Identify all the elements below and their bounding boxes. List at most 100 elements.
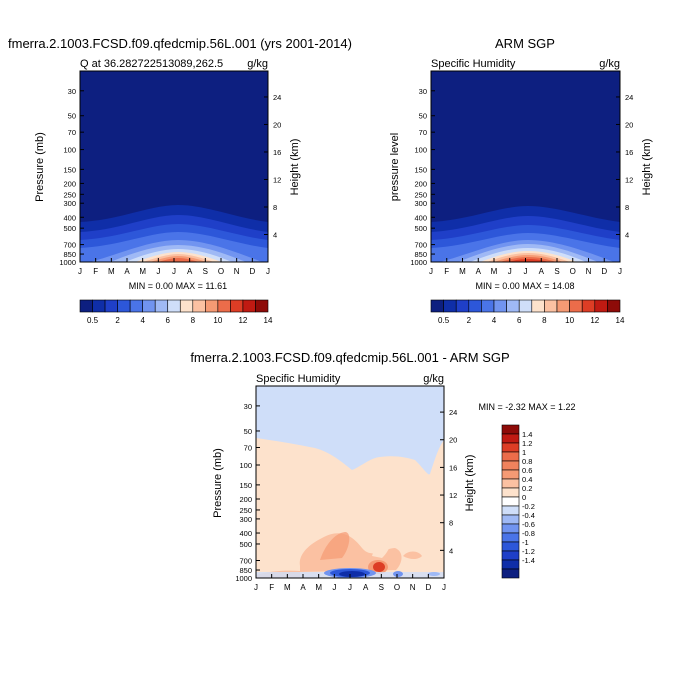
panel-3-main-title: fmerra.2.1003.FCSD.f09.qfedcmip.56L.001 … — [190, 350, 509, 365]
x-tick-label: J — [78, 267, 82, 276]
colorbar-swatch — [443, 299, 457, 313]
panel-2-units: g/kg — [599, 58, 620, 70]
x-tick-label: A — [124, 267, 130, 276]
x-tick-label: A — [539, 267, 545, 276]
y2-tick-label: 16 — [625, 148, 633, 157]
colorbar-swatch — [501, 568, 520, 579]
colorbar-label: -1 — [522, 538, 529, 547]
x-tick-label: J — [332, 583, 336, 592]
colorbar-swatch — [501, 541, 520, 552]
x-tick-label: J — [508, 267, 512, 276]
x-tick-label: J — [429, 267, 433, 276]
panel-3-blue-spot — [393, 571, 403, 577]
colorbar-label: -1.4 — [522, 556, 535, 565]
y-tick-label: 500 — [239, 540, 252, 549]
y-tick-label: 70 — [68, 128, 76, 137]
colorbar-label: 14 — [616, 316, 625, 325]
colorbar-swatch — [501, 523, 520, 534]
colorbar-swatch — [493, 299, 507, 313]
panel-1-colorbar: 0.5 2 4 6 8 10 12 14 — [79, 299, 273, 325]
y2-tick-label: 8 — [273, 203, 277, 212]
x-tick-label: A — [363, 583, 369, 592]
y-tick-label: 250 — [414, 190, 427, 199]
x-tick-label: A — [187, 267, 193, 276]
y-tick-label: 150 — [239, 481, 252, 490]
colorbar-swatch — [430, 299, 444, 313]
colorbar-label: 0.5 — [87, 316, 99, 325]
panel-3: fmerra.2.1003.FCSD.f09.qfedcmip.56L.001 … — [190, 350, 575, 592]
panel-1-y2label: Height (km) — [289, 139, 301, 196]
y-tick-label: 850 — [63, 250, 76, 259]
panel-2-axes: J F M A M J J A S O N D J305070100150200250300400500… — [410, 87, 633, 276]
y2-tick-label: 12 — [273, 175, 281, 184]
panel-3-minmax: MIN = -2.32 MAX = 1.22 — [478, 402, 575, 412]
y2-tick-label: 4 — [273, 230, 277, 239]
y-tick-label: 200 — [63, 179, 76, 188]
panel-2-y2label: Height (km) — [641, 139, 653, 196]
colorbar-label: 14 — [264, 316, 273, 325]
y-tick-label: 700 — [239, 556, 252, 565]
y-tick-label: 400 — [414, 213, 427, 222]
colorbar-swatch — [154, 299, 169, 313]
colorbar-swatch — [192, 299, 206, 313]
y-tick-label: 400 — [239, 529, 252, 538]
colorbar-swatch — [501, 469, 520, 480]
x-tick-label: J — [348, 583, 352, 592]
colorbar-swatch — [501, 532, 520, 543]
colorbar-swatch — [205, 299, 219, 313]
x-tick-label: D — [425, 583, 431, 592]
colorbar-swatch — [569, 299, 583, 313]
colorbar-label: 6 — [166, 316, 171, 325]
y-tick-label: 400 — [63, 213, 76, 222]
colorbar-label: 0.4 — [522, 475, 532, 484]
panel-2-ylabel: pressure level — [389, 133, 401, 201]
y-tick-label: 150 — [63, 165, 76, 174]
colorbar-label: 2 — [115, 316, 120, 325]
colorbar-swatch — [481, 299, 495, 313]
panel-1-left-title: Q at 36.282722513089,262.5 — [80, 58, 223, 70]
panel-3-patch-4 — [372, 539, 390, 558]
y2-tick-label: 4 — [625, 230, 629, 239]
y-tick-label: 300 — [239, 515, 252, 524]
colorbar-label: 10 — [213, 316, 222, 325]
colorbar-swatch — [117, 299, 131, 313]
colorbar-label: 4 — [492, 316, 497, 325]
x-tick-label: F — [93, 267, 98, 276]
colorbar-swatch — [104, 299, 118, 313]
colorbar-label: 1 — [522, 448, 526, 457]
panel-3-y2label: Height (km) — [464, 455, 476, 512]
x-tick-label: D — [601, 267, 607, 276]
x-tick-label: O — [570, 267, 576, 276]
colorbar-label: 0.8 — [522, 457, 532, 466]
y-tick-label: 850 — [414, 250, 427, 259]
panel-1-axes: J F M A M J J A S O N D J305070100150200250300400500… — [59, 87, 281, 276]
x-tick-label: J — [266, 267, 270, 276]
y-tick-label: 70 — [244, 443, 252, 452]
x-tick-label: N — [586, 267, 592, 276]
colorbar-swatch — [581, 299, 596, 313]
colorbar-label: -0.2 — [522, 502, 535, 511]
panel-1-main-title: fmerra.2.1003.FCSD.f09.qfedcmip.56L.001 … — [8, 36, 352, 51]
y-tick-label: 1000 — [235, 574, 252, 583]
x-tick-label: S — [203, 267, 208, 276]
colorbar-swatch — [501, 433, 520, 444]
panel-2: ARM SGP Specific Humidity g/kg pressure … — [389, 36, 653, 325]
panel-1-minmax: MIN = 0.00 MAX = 11.61 — [129, 281, 227, 291]
y-tick-label: 100 — [239, 461, 252, 470]
panel-2-left-title: Specific Humidity — [431, 58, 516, 70]
colorbar-label: 0.2 — [522, 484, 532, 493]
y-tick-label: 200 — [239, 495, 252, 504]
y-tick-label: 200 — [414, 179, 427, 188]
y-tick-label: 850 — [239, 566, 252, 575]
x-tick-label: S — [379, 583, 384, 592]
x-tick-label: M — [284, 583, 291, 592]
y2-tick-label: 20 — [449, 436, 457, 445]
colorbar-label: 0 — [522, 493, 526, 502]
panel-3-blue-spot-2 — [428, 572, 440, 576]
colorbar-swatch — [506, 299, 520, 313]
panel-2-band-12 — [508, 259, 549, 262]
colorbar-swatch — [501, 451, 520, 462]
colorbar-label: 4 — [140, 316, 145, 325]
colorbar-label: 0.6 — [522, 466, 532, 475]
panel-2-main-title: ARM SGP — [495, 36, 555, 51]
